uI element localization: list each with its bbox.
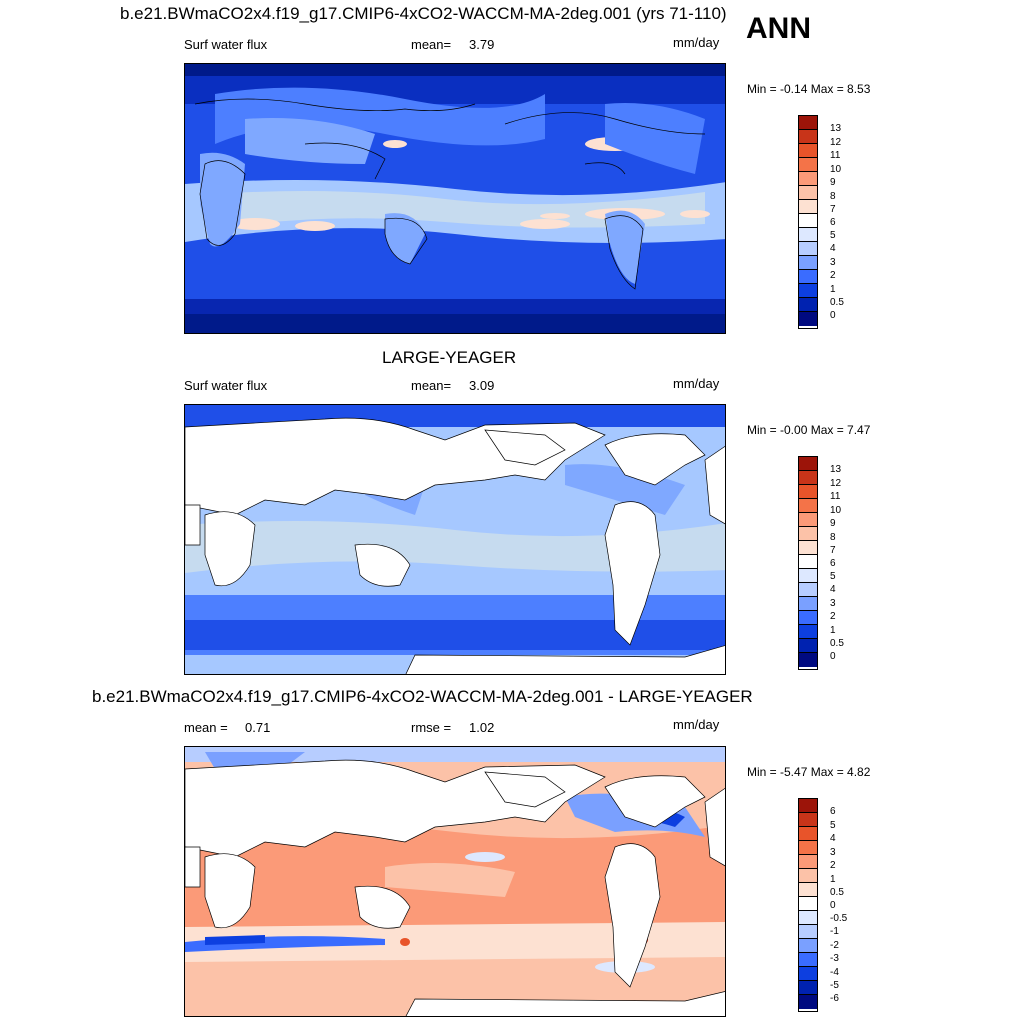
panel3-cb-label: 5 <box>830 820 836 831</box>
panel2-cb-label: 0.5 <box>830 638 844 649</box>
panel1-units: mm/day <box>673 35 720 50</box>
panel3-cb-label: -1 <box>830 926 839 937</box>
panel1-cb-label: 4 <box>830 243 836 254</box>
panel3-cb-label: -6 <box>830 993 839 1004</box>
panel1-cb-label: 12 <box>830 137 842 148</box>
panel1-cb-label: 3 <box>830 257 836 268</box>
panel2-mean-label: mean= <box>411 378 452 393</box>
panel2-cb-label: 10 <box>830 505 842 516</box>
panel1-cb-label: 11 <box>830 150 841 161</box>
panel1-cb-label: 6 <box>830 217 836 228</box>
panel3-mean-label: mean = <box>184 720 228 735</box>
panel2-cb-label: 8 <box>830 532 836 543</box>
panel1-cb-label: 10 <box>830 164 842 175</box>
panel3-colorbar <box>798 798 818 1012</box>
panel2-cb-label: 13 <box>830 464 842 475</box>
panel2-units: mm/day <box>673 376 720 391</box>
panel3-cb-label: 0 <box>830 900 836 911</box>
panel3-cb-label: -3 <box>830 953 839 964</box>
panel3-cb-label: 6 <box>830 806 836 817</box>
panel1-minmax: Min = -0.14 Max = 8.53 <box>747 82 871 96</box>
panel3-cb-label: -2 <box>830 940 839 951</box>
panel3-units: mm/day <box>673 717 720 732</box>
panel2-cb-label: 6 <box>830 558 836 569</box>
panel1-mean-label: mean= <box>411 37 452 52</box>
panel1-cb-label: 9 <box>830 177 836 188</box>
panel1-title: b.e21.BWmaCO2x4.f19_g17.CMIP6-4xCO2-WACC… <box>120 4 727 23</box>
panel3-cb-label: -4 <box>830 967 839 978</box>
panel3-rmse-value: 1.02 <box>469 720 495 735</box>
panel1-map <box>184 63 726 334</box>
panel2-cb-label: 12 <box>830 478 842 489</box>
panel1-cb-label: 2 <box>830 270 836 281</box>
panel2-title: LARGE-YEAGER <box>382 348 517 367</box>
panel1-cb-label: 0.5 <box>830 297 844 308</box>
panel3-map <box>184 746 726 1017</box>
panel2-minmax: Min = -0.00 Max = 7.47 <box>747 423 871 437</box>
panel1-cb-label: 13 <box>830 123 842 134</box>
panel3-cb-label: 2 <box>830 860 836 871</box>
panel2-cb-label: 3 <box>830 598 836 609</box>
panel3-rmse-label: rmse = <box>411 720 452 735</box>
panel3-cb-label: 3 <box>830 847 836 858</box>
panel3-cb-label: -0.5 <box>830 913 848 924</box>
panel2-cb-label: 2 <box>830 611 836 622</box>
panel3-title: b.e21.BWmaCO2x4.f19_g17.CMIP6-4xCO2-WACC… <box>92 687 753 706</box>
panel1-cb-label: 8 <box>830 191 836 202</box>
panel2-variable-label: Surf water flux <box>184 378 268 393</box>
panel1-cb-label: 5 <box>830 230 836 241</box>
panel3-mean-value: 0.71 <box>245 720 271 735</box>
panel1-cb-label: 1 <box>830 284 836 295</box>
panel2-cb-label: 0 <box>830 651 836 662</box>
panel3-cb-label: 1 <box>830 874 836 885</box>
panel2-colorbar <box>798 456 818 670</box>
panel2-cb-label: 7 <box>830 545 836 556</box>
panel2-map <box>184 404 726 675</box>
panel2-mean-value: 3.09 <box>469 378 495 393</box>
panel1-colorbar <box>798 115 818 329</box>
panel3-cb-label: 0.5 <box>830 887 844 898</box>
panel2-cb-label: 5 <box>830 571 836 582</box>
panel1-cb-label: 0 <box>830 310 836 321</box>
panel2-cb-label: 1 <box>830 625 836 636</box>
panel1-variable-label: Surf water flux <box>184 37 268 52</box>
panel1-mean-value: 3.79 <box>469 37 495 52</box>
panel2-cb-label: 11 <box>830 491 841 502</box>
panel3-minmax: Min = -5.47 Max = 4.82 <box>747 765 871 779</box>
panel1-cb-label: 7 <box>830 204 836 215</box>
panel2-cb-label: 4 <box>830 584 836 595</box>
season-label: ANN <box>746 12 811 45</box>
panel2-cb-label: 9 <box>830 518 836 529</box>
panel3-cb-label: 4 <box>830 833 836 844</box>
panel3-cb-label: -5 <box>830 980 839 991</box>
